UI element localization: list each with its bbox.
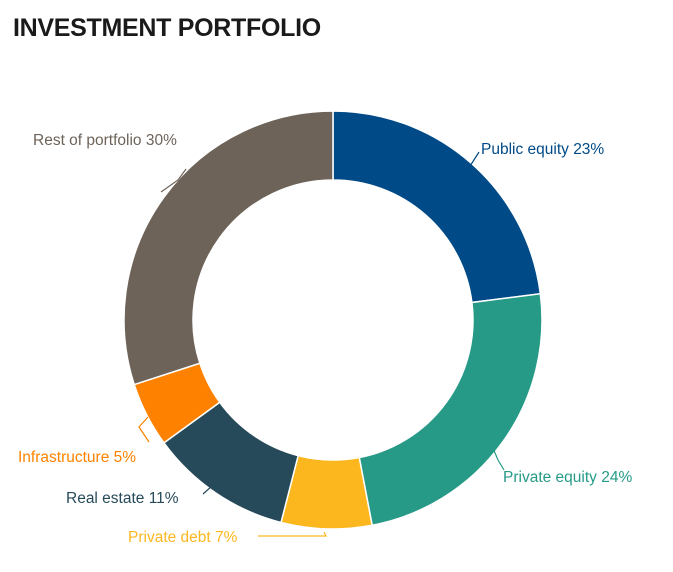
- chart-title: INVESTMENT PORTFOLIO: [13, 14, 321, 42]
- leader-line-rest-of-portfolio: [160, 168, 187, 193]
- leader-line-real-estate: [202, 485, 229, 497]
- label-public-equity: Public equity 23%: [481, 141, 604, 158]
- label-real-estate: Real estate 11%: [66, 490, 179, 507]
- leader-line-infrastructure: [138, 416, 150, 443]
- donut-slices: [123, 110, 543, 530]
- label-leader-lines: [138, 151, 505, 537]
- leader-line-public-equity: [461, 151, 480, 179]
- slice-private-equity: [358, 292, 543, 527]
- slice-labels: Public equity 23% Private equity 24% Priva…: [18, 132, 632, 546]
- leader-line-private-debt: [258, 531, 327, 537]
- label-rest-of-portfolio: Rest of portfolio 30%: [33, 132, 177, 149]
- label-private-debt: Private debt 7%: [128, 529, 238, 546]
- label-private-equity: Private equity 24%: [503, 469, 632, 486]
- slice-rest-of-portfolio: [123, 110, 334, 386]
- slice-public-equity: [332, 110, 542, 304]
- leader-line-private-equity: [489, 440, 505, 471]
- label-infrastructure: Infrastructure 5%: [18, 449, 136, 466]
